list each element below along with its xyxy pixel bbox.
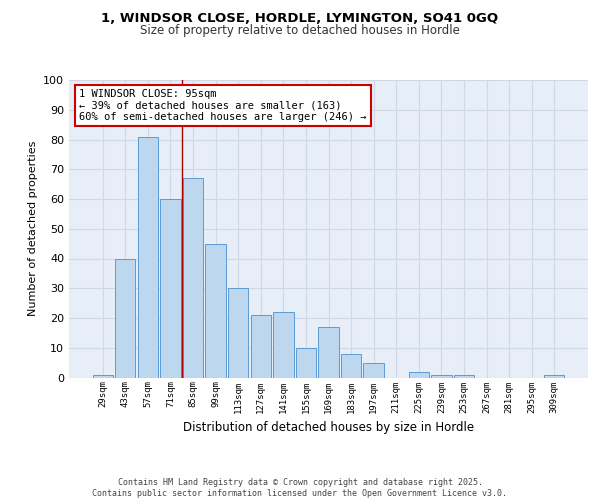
Bar [544,374,565,378]
Bar [364,362,384,378]
Bar [273,312,293,378]
Bar [115,258,136,378]
Bar [138,136,158,378]
Bar [160,199,181,378]
Text: 1, WINDSOR CLOSE, HORDLE, LYMINGTON, SO41 0GQ: 1, WINDSOR CLOSE, HORDLE, LYMINGTON, SO4… [101,12,499,26]
Text: 1 WINDSOR CLOSE: 95sqm
← 39% of detached houses are smaller (163)
60% of semi-de: 1 WINDSOR CLOSE: 95sqm ← 39% of detached… [79,89,367,122]
X-axis label: Distribution of detached houses by size in Hordle: Distribution of detached houses by size … [183,421,474,434]
Bar [205,244,226,378]
Text: Size of property relative to detached houses in Hordle: Size of property relative to detached ho… [140,24,460,37]
Text: Contains HM Land Registry data © Crown copyright and database right 2025.
Contai: Contains HM Land Registry data © Crown c… [92,478,508,498]
Bar [296,348,316,378]
Bar [431,374,452,378]
Y-axis label: Number of detached properties: Number of detached properties [28,141,38,316]
Bar [341,354,361,378]
Bar [92,374,113,378]
Bar [319,327,338,378]
Bar [251,315,271,378]
Bar [454,374,474,378]
Bar [409,372,429,378]
Bar [228,288,248,378]
Bar [183,178,203,378]
